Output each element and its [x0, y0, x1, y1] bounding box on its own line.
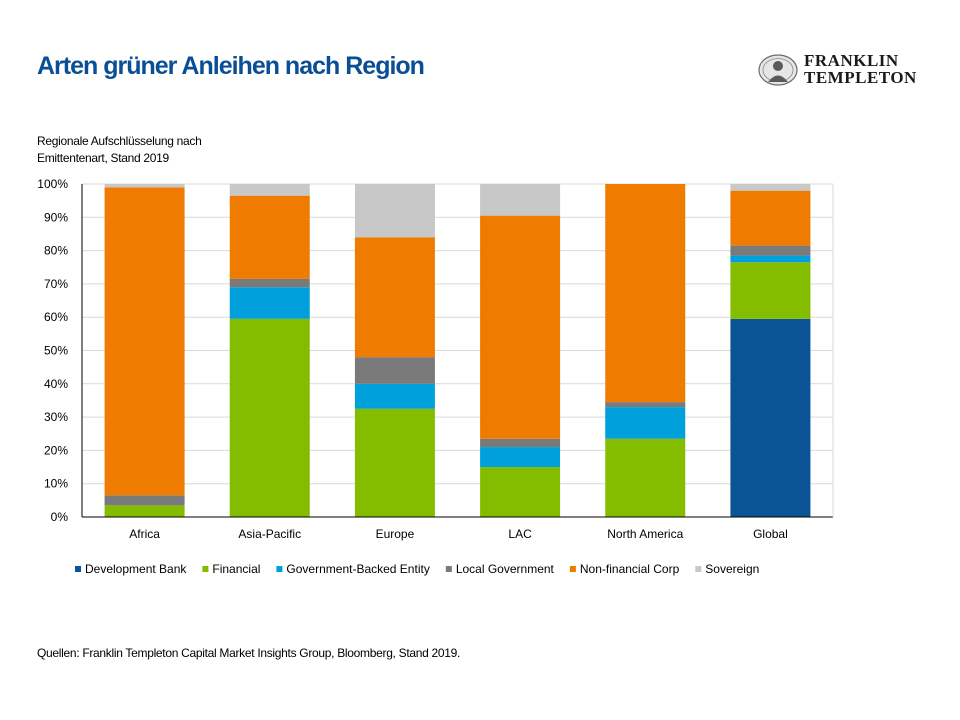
bar-segment	[730, 245, 811, 256]
legend-label: Financial	[212, 562, 260, 576]
page-title: Arten grüner Anleihen nach Region	[37, 52, 425, 80]
x-tick-label: LAC	[508, 527, 532, 541]
y-tick-label: 60%	[44, 310, 68, 324]
bar-segment	[354, 237, 435, 358]
x-tick-label: Europe	[376, 527, 415, 541]
bar-segment	[605, 402, 686, 408]
bar-segment	[354, 184, 435, 238]
y-tick-label: 90%	[44, 210, 68, 224]
bar-segment	[229, 184, 310, 196]
y-tick-label: 10%	[44, 477, 68, 491]
bar-segment	[730, 190, 811, 246]
bar-segment	[104, 187, 185, 496]
legend-label: Non-financial Corp	[580, 562, 680, 576]
bar-segment	[730, 255, 811, 263]
bar-segment	[229, 278, 310, 288]
x-tick-label: Global	[753, 527, 788, 541]
bar-segment	[730, 184, 811, 191]
bar-segment	[229, 318, 310, 517]
bar-segment	[605, 407, 686, 439]
legend-label: Local Government	[456, 562, 555, 576]
legend-label: Government-Backed Entity	[286, 562, 429, 576]
legend-swatch	[695, 566, 702, 572]
legend-label: Development Bank	[85, 562, 187, 576]
bar-segment	[605, 438, 686, 517]
subtitle-line1: Regionale Aufschlüsselung nach	[37, 134, 202, 148]
y-tick-label: 20%	[44, 443, 68, 457]
y-tick-label: 100%	[37, 177, 68, 191]
bar-segment	[104, 184, 185, 188]
y-tick-label: 30%	[44, 410, 68, 424]
bar-segment	[354, 383, 435, 409]
source-note: Quellen: Franklin Templeton Capital Mark…	[37, 646, 461, 660]
bar-segment	[730, 262, 811, 319]
portrait-icon	[758, 54, 798, 86]
x-tick-label: North America	[607, 527, 683, 541]
bar-segment	[480, 184, 561, 216]
bar-segment	[480, 467, 561, 517]
franklin-templeton-logo: FRANKLIN TEMPLETON	[758, 52, 928, 92]
bar-segment	[480, 447, 561, 468]
y-tick-label: 0%	[51, 510, 69, 524]
bar-segment	[229, 287, 310, 319]
bar-segment	[104, 495, 185, 506]
legend-swatch	[202, 566, 209, 572]
y-tick-label: 80%	[44, 244, 68, 258]
bar-segment	[229, 195, 310, 279]
bar-segment	[480, 215, 561, 439]
legend-swatch	[276, 566, 283, 572]
bar-segment	[354, 357, 435, 384]
y-tick-label: 50%	[44, 344, 68, 358]
x-tick-label: Africa	[129, 527, 160, 541]
bar-segment	[354, 408, 435, 517]
bar-segment	[480, 438, 561, 448]
chart-subtitle: Regionale Aufschlüsselung nach Emittente…	[37, 133, 237, 167]
legend-swatch	[445, 566, 452, 572]
bar-segment	[605, 184, 686, 403]
legend-swatch	[569, 566, 576, 572]
legend-label: Sovereign	[705, 562, 759, 576]
bar-segment	[104, 505, 185, 517]
subtitle-line2: Emittentenart, Stand 2019	[37, 151, 169, 165]
y-tick-label: 70%	[44, 277, 68, 291]
y-tick-label: 40%	[44, 377, 68, 391]
legend-swatch	[75, 566, 81, 572]
x-tick-label: Asia-Pacific	[238, 527, 301, 541]
bar-segment	[730, 318, 811, 517]
logo-text-line1: FRANKLIN	[804, 51, 899, 70]
logo-text-line2: TEMPLETON	[804, 68, 917, 87]
